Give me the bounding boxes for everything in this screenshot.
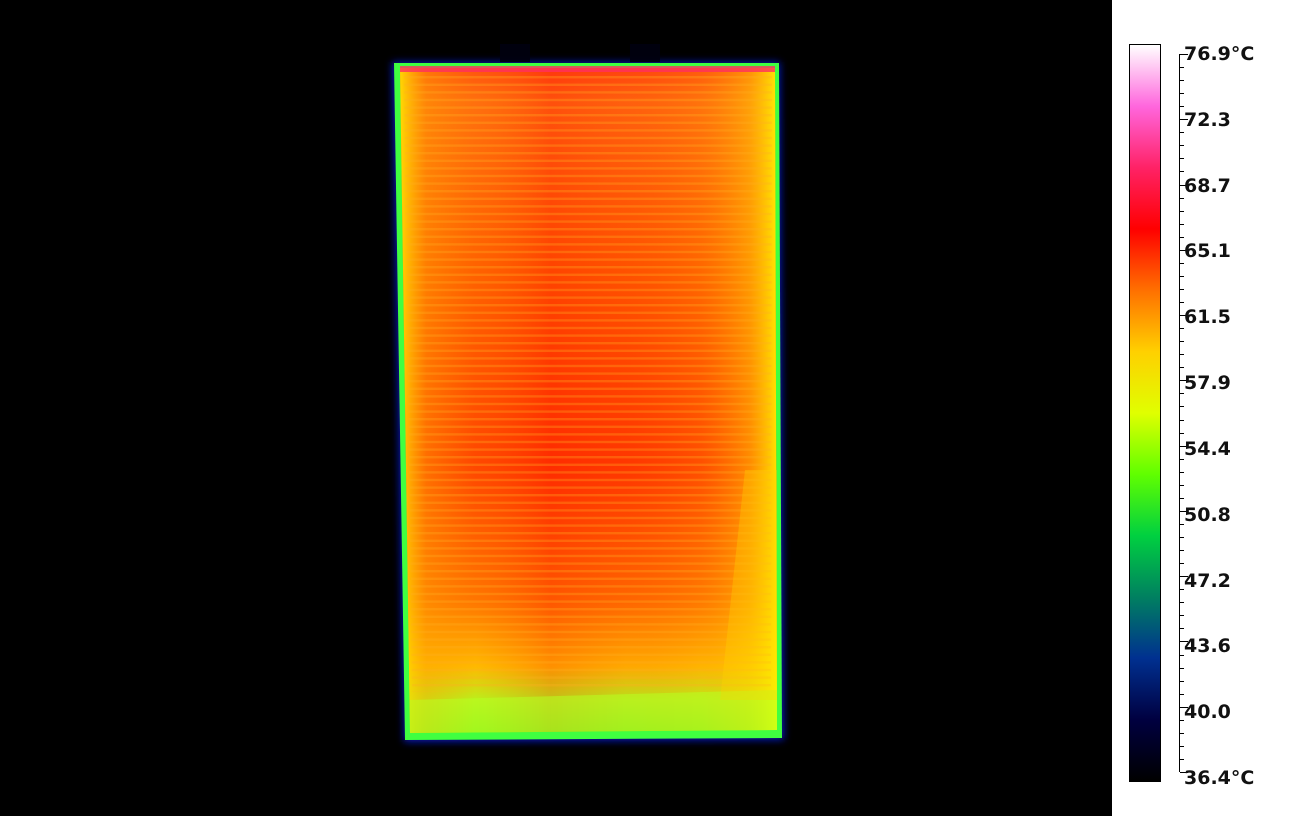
minor-tick (1180, 132, 1184, 134)
major-tick (1180, 249, 1188, 251)
scale-label: 72.3 (1184, 108, 1231, 131)
minor-tick (1180, 589, 1184, 591)
minor-tick (1180, 145, 1184, 147)
scale-label: 57.9 (1184, 372, 1231, 395)
minor-tick (1180, 667, 1184, 669)
scale-label: 40.0 (1184, 701, 1231, 724)
minor-tick (1180, 80, 1184, 82)
scale-label-min: 36.4°C (1184, 767, 1255, 789)
minor-tick (1180, 328, 1184, 330)
minor-tick (1180, 158, 1184, 160)
minor-tick (1180, 458, 1184, 460)
minor-tick (1180, 497, 1184, 499)
minor-tick (1180, 197, 1184, 199)
minor-tick (1180, 354, 1184, 356)
minor-tick (1180, 602, 1184, 604)
minor-tick (1180, 432, 1184, 434)
minor-tick (1180, 563, 1184, 565)
minor-tick (1180, 236, 1184, 238)
major-tick (1180, 54, 1188, 55)
major-tick (1180, 576, 1188, 578)
thermal-panel-graphic (392, 44, 784, 742)
scale-label: 54.4 (1184, 437, 1231, 460)
minor-tick (1180, 628, 1184, 630)
minor-tick (1180, 171, 1184, 173)
minor-tick (1180, 288, 1184, 290)
scale-label-max: 76.9°C (1184, 43, 1255, 65)
minor-tick (1180, 537, 1184, 539)
minor-tick (1180, 719, 1184, 721)
major-tick (1180, 445, 1188, 447)
major-tick (1180, 380, 1188, 382)
minor-tick (1180, 302, 1184, 304)
minor-tick (1180, 223, 1184, 225)
minor-tick (1180, 745, 1184, 747)
minor-tick (1180, 367, 1184, 369)
color-scale-bar (1129, 44, 1161, 782)
minor-tick (1180, 471, 1184, 473)
temperature-scale: 76.9°C 72.3 68.7 65.1 61.5 57.9 54.4 50.… (1112, 0, 1290, 816)
major-tick (1180, 315, 1188, 317)
minor-tick (1180, 732, 1184, 734)
scale-label: 47.2 (1184, 569, 1231, 592)
thermal-image (0, 0, 1112, 816)
scale-label: 61.5 (1184, 306, 1231, 329)
major-tick (1180, 119, 1188, 121)
minor-tick (1180, 93, 1184, 95)
major-tick (1180, 184, 1188, 186)
minor-tick (1180, 550, 1184, 552)
major-tick (1180, 641, 1188, 643)
scale-label: 68.7 (1184, 174, 1231, 197)
minor-tick (1180, 615, 1184, 617)
minor-tick (1180, 341, 1184, 343)
minor-tick (1180, 210, 1184, 212)
minor-tick (1180, 262, 1184, 264)
minor-tick (1180, 758, 1184, 760)
minor-tick (1180, 523, 1184, 525)
scale-label: 50.8 (1184, 503, 1231, 526)
minor-tick (1180, 484, 1184, 486)
minor-tick (1180, 419, 1184, 421)
minor-tick (1180, 106, 1184, 108)
major-tick (1180, 772, 1188, 773)
minor-tick (1180, 654, 1184, 656)
major-tick (1180, 510, 1188, 512)
minor-tick (1180, 406, 1184, 408)
minor-tick (1180, 393, 1184, 395)
minor-tick (1180, 275, 1184, 277)
minor-tick (1180, 67, 1184, 69)
major-tick (1180, 706, 1188, 708)
minor-tick (1180, 693, 1184, 695)
scale-label: 43.6 (1184, 635, 1231, 658)
scale-ticks (1179, 54, 1189, 773)
scale-label: 65.1 (1184, 240, 1231, 263)
minor-tick (1180, 680, 1184, 682)
